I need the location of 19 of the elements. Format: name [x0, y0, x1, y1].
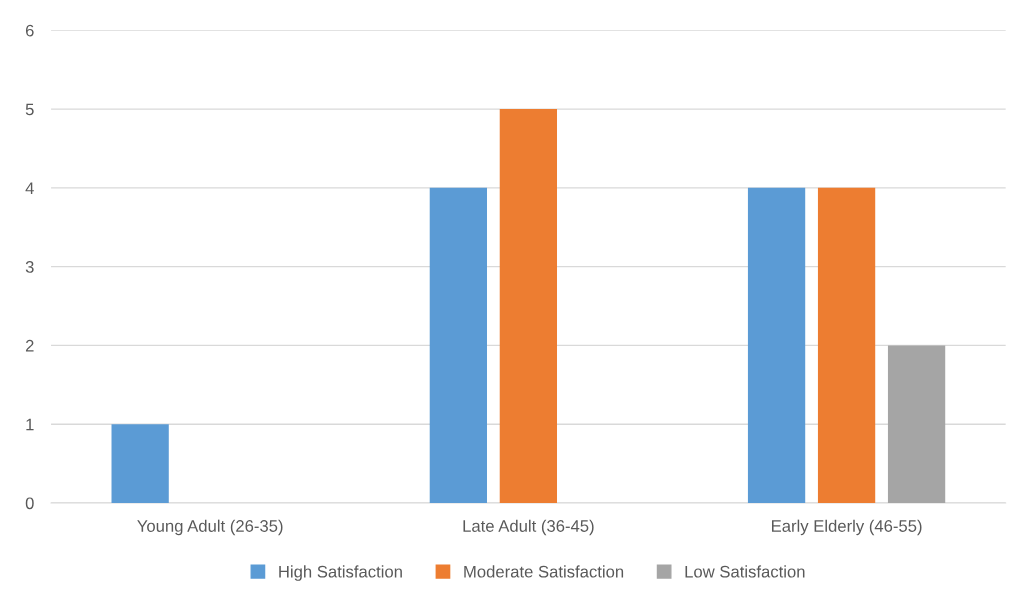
legend-label: High Satisfaction	[279, 565, 402, 581]
y-tick-label: 1	[26, 418, 34, 431]
legend-label: Moderate Satisfaction	[464, 565, 624, 578]
y-tick-label: 0	[25, 497, 34, 510]
y-tick-label: 4	[25, 182, 34, 194]
bar	[747, 187, 806, 503]
x-tick-label: Early Elderly (46-55)	[772, 519, 922, 536]
y-tick-label: 2	[25, 339, 34, 352]
x-tick-label: Late Adult (36-45)	[463, 519, 594, 536]
bar	[817, 187, 876, 503]
y-tick-label: 3	[25, 261, 34, 273]
legend-label: Low Satisfaction	[685, 565, 805, 578]
y-tick-label: 6	[25, 24, 34, 37]
bar	[429, 187, 487, 503]
bar	[887, 345, 946, 503]
bar	[111, 424, 169, 503]
bar	[499, 109, 558, 503]
y-tick-label: 5	[25, 103, 34, 116]
x-tick-label: Young Adult (26-35)	[137, 519, 283, 536]
